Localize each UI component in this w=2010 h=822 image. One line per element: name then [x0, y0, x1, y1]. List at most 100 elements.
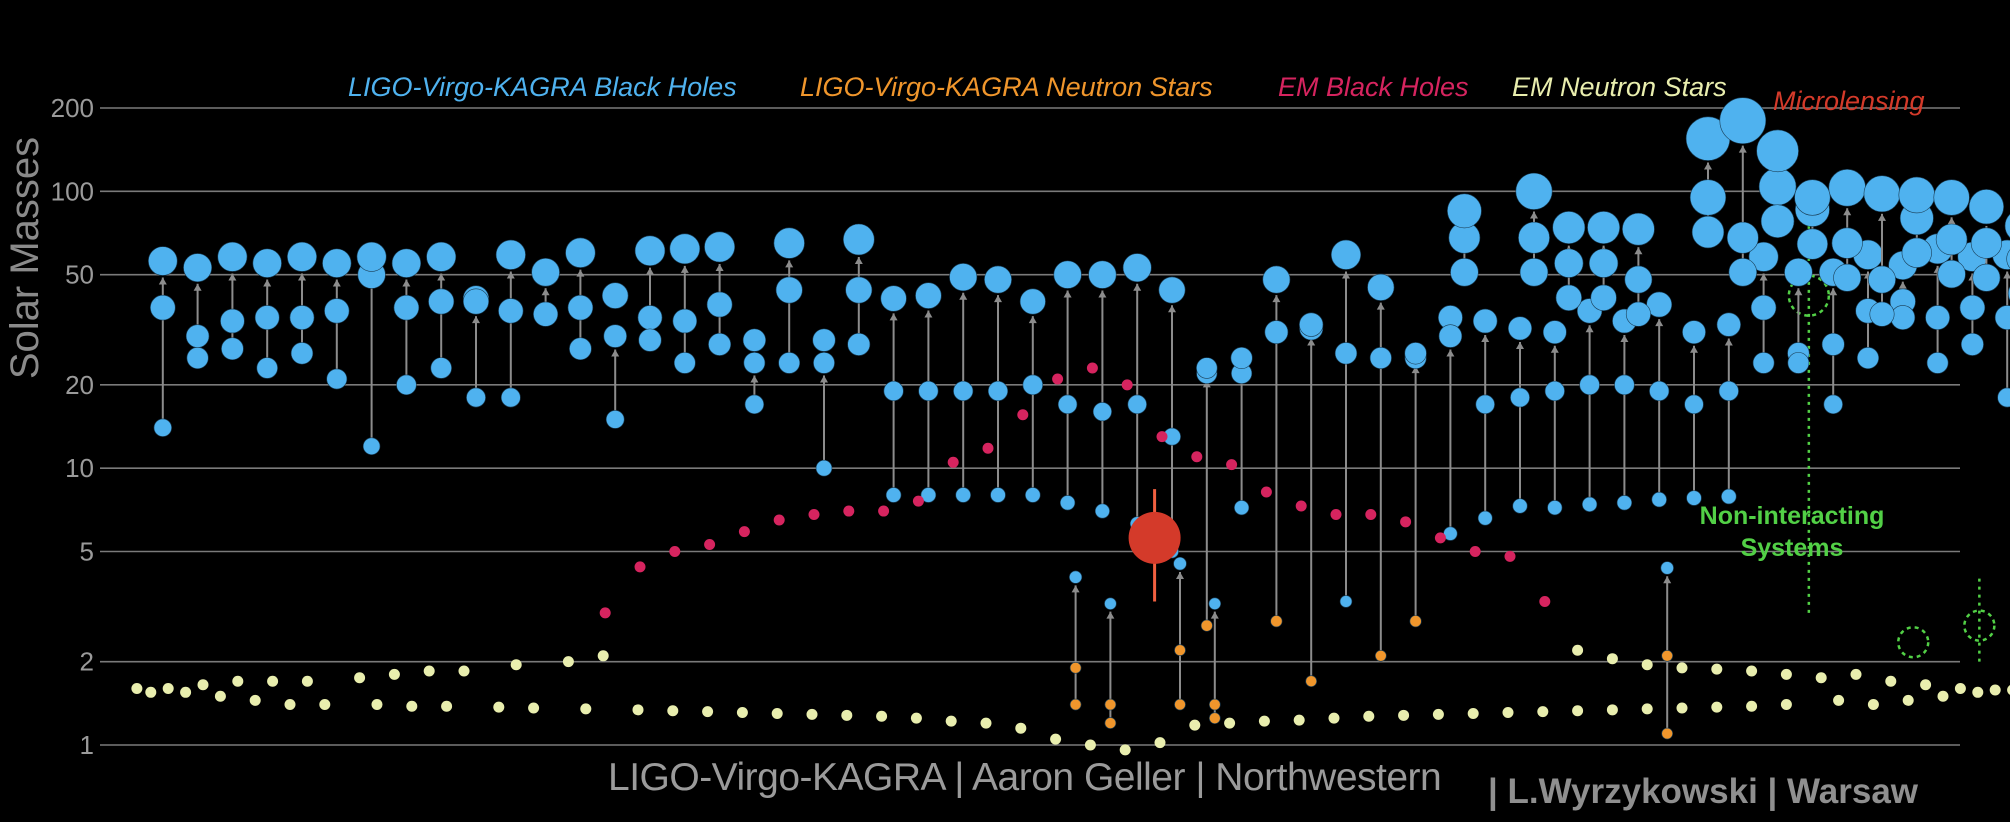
merger-remnant: [1542, 320, 1567, 344]
merger-component: [1339, 595, 1353, 608]
em-neutron-star: [214, 690, 226, 702]
y-tick-label: 200: [51, 93, 94, 123]
merger-remnant: [1053, 260, 1082, 289]
merger-component: [1689, 179, 1727, 216]
merger-arrowhead: [854, 256, 863, 264]
legend-em-black-holes: EM Black Holes: [1278, 72, 1469, 102]
merger-component: [1758, 167, 1797, 206]
merger-remnant: [773, 227, 805, 259]
legend: LIGO-Virgo-KAGRA Black Holes LIGO-Virgo-…: [348, 72, 1925, 116]
y-tick-label: 1: [80, 730, 94, 760]
merger-remnant: [1196, 357, 1218, 379]
em-black-holes: [599, 362, 1551, 619]
merger-remnant: [1299, 312, 1324, 337]
merger-remnant: [1019, 288, 1046, 315]
em-neutron-stars: [131, 644, 2010, 756]
merger-component: [1059, 495, 1076, 511]
merger-component: [1997, 387, 2010, 408]
em-black-hole: [773, 514, 785, 526]
noninteracting-label-line1: Non-interacting: [1700, 502, 1885, 530]
merger-remnant: [495, 239, 526, 270]
merger-arrowhead: [1898, 281, 1907, 289]
merger-remnant: [1447, 193, 1482, 229]
merger-remnant: [1104, 597, 1117, 610]
merger-remnant: [1069, 570, 1083, 584]
merger-component: [430, 357, 452, 379]
merger-component: [708, 332, 732, 356]
em-neutron-star: [1015, 722, 1027, 734]
merger-component: [1686, 490, 1702, 506]
merger-component: [1649, 380, 1670, 402]
merger-remnant: [1367, 273, 1395, 301]
noninteracting-systems: [1787, 225, 1996, 662]
legend-lvk-neutron-stars: LIGO-Virgo-KAGRA Neutron Stars: [800, 72, 1213, 102]
merger-component: [1721, 488, 1737, 505]
merger-component: [1972, 263, 2001, 292]
em-black-hole: [1365, 509, 1377, 521]
merger-component: [1200, 619, 1213, 632]
merger-arrowhead: [611, 349, 620, 357]
em-black-hole: [1469, 546, 1481, 558]
merger-component: [918, 380, 939, 402]
merger-remnant: [915, 282, 942, 309]
merger-component: [569, 337, 592, 361]
em-neutron-star: [736, 707, 748, 719]
merger-arrowhead: [1759, 273, 1768, 281]
merger-remnant: [1898, 176, 1936, 214]
merger-component: [1069, 662, 1082, 674]
em-neutron-star: [510, 659, 522, 671]
merger-remnant: [1230, 347, 1253, 370]
merger-component: [637, 305, 663, 330]
merger-component: [1209, 712, 1221, 724]
em-black-hole: [1121, 379, 1133, 391]
merger-remnant: [634, 235, 666, 266]
merger-component: [500, 387, 521, 408]
merger-component: [1209, 698, 1221, 711]
merger-arrowhead: [228, 273, 237, 281]
merger-arrowhead: [332, 279, 341, 287]
merger-remnant: [287, 241, 317, 272]
em-black-hole: [1504, 550, 1516, 562]
merger-component: [1691, 215, 1725, 249]
merger-remnant: [669, 233, 701, 265]
em-black-hole: [1086, 362, 1098, 374]
merger-component: [775, 276, 803, 304]
merger-component: [883, 380, 904, 402]
merger-component: [150, 294, 176, 321]
merger-arrowhead: [437, 273, 446, 281]
legend-microlensing: Microlensing: [1773, 86, 1925, 116]
merger-component: [1959, 294, 1986, 321]
merger-component: [1726, 221, 1759, 254]
em-neutron-star: [1606, 653, 1618, 665]
merger-component: [1334, 342, 1358, 365]
merger-component: [1787, 352, 1810, 374]
merger-arrowhead: [1516, 342, 1524, 350]
em-neutron-star: [197, 679, 209, 691]
merger-component: [1127, 394, 1147, 415]
em-neutron-star: [1780, 699, 1792, 711]
merger-remnant: [813, 352, 835, 374]
merger-arrowhead: [1481, 334, 1490, 342]
merger-arrowhead: [1794, 288, 1803, 296]
merger-arrowhead: [541, 288, 550, 296]
merger-remnant: [1660, 561, 1674, 575]
lvk-mergers: [148, 97, 2010, 740]
y-tick-label: 20: [65, 370, 94, 400]
merger-remnant: [704, 231, 736, 263]
em-neutron-star: [1746, 700, 1758, 712]
merger-component: [1022, 374, 1044, 396]
merger-remnant: [1719, 97, 1767, 144]
legend-lvk-black-holes: LIGO-Virgo-KAGRA Black Holes: [348, 72, 737, 102]
legend-em-neutron-stars: EM Neutron Stars: [1512, 72, 1727, 102]
merger-component: [673, 352, 696, 374]
merger-arrowhead: [1663, 576, 1672, 584]
em-neutron-star: [1398, 709, 1410, 721]
em-neutron-star: [406, 700, 418, 712]
merger-arrowhead: [820, 375, 828, 383]
merger-component: [1588, 248, 1619, 278]
em-black-hole: [1191, 451, 1203, 463]
merger-component: [1582, 496, 1598, 512]
merger-component: [1728, 258, 1758, 287]
merger-remnant: [1784, 258, 1813, 287]
em-neutron-star: [876, 710, 888, 722]
